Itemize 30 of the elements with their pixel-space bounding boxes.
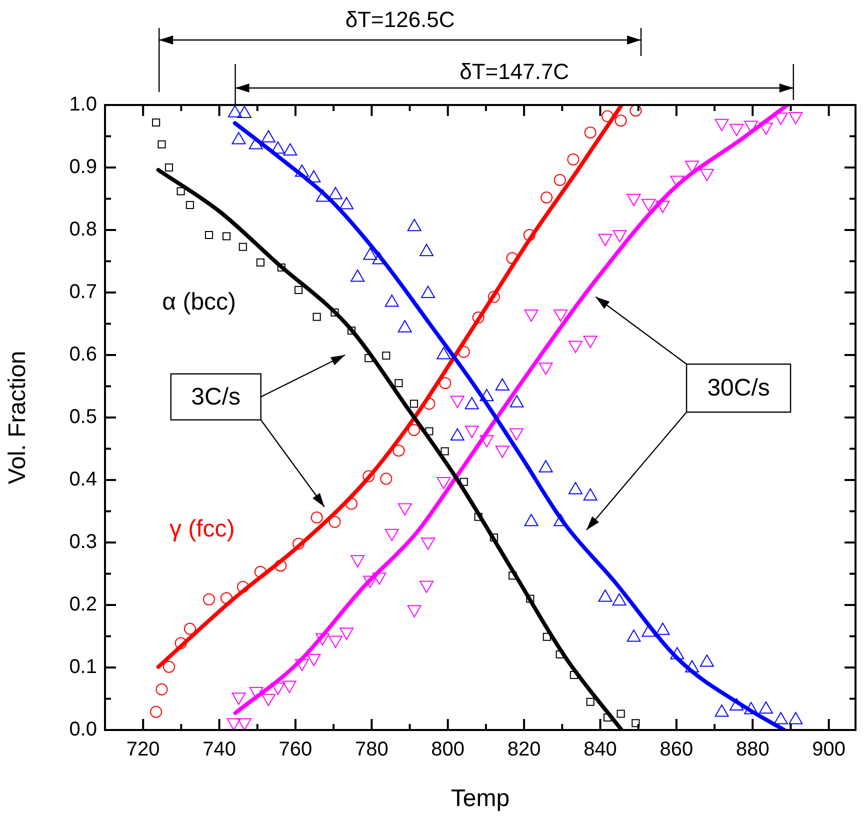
y-tick-label: 0.2: [69, 594, 97, 616]
x-tick-label: 740: [202, 738, 236, 761]
y-tick-label: 0.1: [69, 656, 97, 678]
x-tick-label: 720: [126, 738, 160, 761]
y-tick-label: 0.4: [69, 468, 97, 491]
annotation: γ (fcc): [169, 515, 235, 542]
y-tick-label: 1.0: [69, 94, 97, 116]
y-axis-title: Vol. Fraction: [4, 350, 32, 484]
y-tick-label: 0.8: [69, 218, 97, 241]
text: δT=147.7C: [460, 59, 570, 84]
y-tick-label: 0.7: [69, 281, 97, 304]
x-tick-label: 760: [278, 738, 312, 761]
line-series: [156, 105, 624, 669]
x-tick-label: 900: [812, 738, 846, 761]
y-tick-label: 0.0: [69, 718, 97, 741]
y-tick-label: 0.3: [69, 531, 97, 554]
x-axis-title: Temp: [450, 785, 510, 812]
y-tick-label: 0.5: [69, 406, 97, 428]
x-tick-label: 800: [431, 738, 465, 761]
x-tick-label: 860: [660, 738, 694, 761]
x-tick-label: 840: [584, 738, 617, 761]
y-tick-label: 0.6: [69, 344, 97, 366]
annotation: 3C/s: [191, 383, 241, 410]
annotation: α (bcc): [162, 288, 236, 316]
y-tick-label: 0.9: [69, 156, 97, 178]
x-tick-label: 880: [736, 738, 770, 761]
x-tick-label: 780: [354, 738, 388, 761]
text: δT=126.5C: [345, 7, 455, 32]
x-tick-label: 820: [507, 738, 541, 761]
annotation: 30C/s: [707, 374, 770, 402]
